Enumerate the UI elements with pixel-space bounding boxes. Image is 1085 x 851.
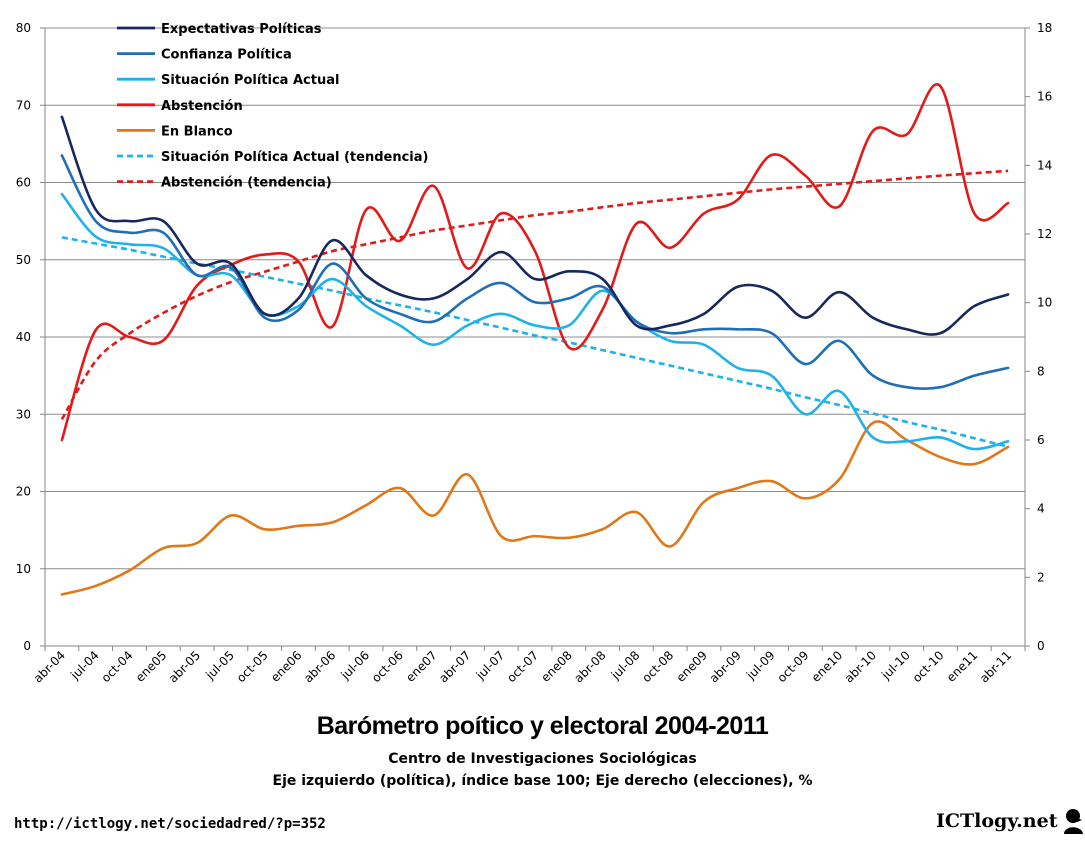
x-tick-label: oct-04 [99, 648, 136, 685]
left-tick-label: 40 [16, 330, 31, 344]
x-tick-label: ene11 [944, 648, 981, 685]
person-silhouette-icon [1064, 809, 1084, 834]
right-tick-label: 14 [1037, 158, 1052, 172]
x-tick-label: ene10 [809, 648, 846, 685]
series-lines [60, 83, 1010, 596]
left-tick-label: 50 [16, 253, 31, 267]
legend-label: Expectativas Políticas [161, 22, 322, 37]
legend-label: Confianza Política [161, 48, 292, 63]
right-tick-label: 8 [1037, 364, 1045, 378]
x-tick-label: abr-09 [707, 648, 744, 685]
series-line-situacion-politica-actual [60, 192, 1010, 451]
left-tick-label: 70 [16, 98, 31, 112]
right-tick-label: 2 [1037, 570, 1045, 584]
legend-label: Situación Política Actual (tendencia) [161, 150, 428, 165]
x-tick-label: oct-06 [369, 648, 406, 685]
grid-lines [45, 27, 1025, 570]
left-tick-label: 0 [23, 639, 31, 653]
right-tick-label: 6 [1037, 433, 1045, 447]
right-tick-label: 4 [1037, 502, 1045, 516]
chart-title: Barómetro poítico y electoral 2004-2011 [316, 712, 769, 740]
x-tick-label: oct-08 [639, 648, 676, 685]
x-tick-label: ene09 [674, 648, 711, 685]
series-line-abstencion-tendencia [60, 169, 1009, 421]
x-tick-label: ene07 [403, 648, 440, 685]
legend-label: Abstención (tendencia) [161, 176, 332, 191]
x-tick-label: jul-10 [878, 648, 913, 683]
x-tick-label: jul-04 [67, 648, 102, 683]
x-tick-label: oct-10 [910, 648, 947, 685]
x-tick-label: abr-06 [301, 648, 338, 685]
x-tick-label: oct-09 [775, 648, 812, 685]
left-tick-label: 20 [16, 485, 31, 499]
axes [40, 27, 1030, 651]
axes-note: Eje izquierdo (política), índice base 10… [272, 773, 813, 789]
left-tick-label: 10 [16, 562, 31, 576]
x-tick-label: jul-05 [202, 648, 237, 683]
series-line-en-blanco [60, 420, 1010, 596]
legend-label: En Blanco [161, 124, 233, 139]
legend-label: Abstención [161, 99, 243, 114]
x-tick-label: jul-08 [608, 648, 643, 683]
left-tick-label: 80 [16, 21, 31, 35]
x-tick-label: ene05 [133, 648, 170, 685]
x-tick-label: abr-04 [31, 648, 68, 685]
left-tick-label: 30 [16, 407, 31, 421]
right-tick-label: 16 [1037, 90, 1052, 104]
series-line-expectativas-politicas [60, 115, 1010, 336]
right-tick-label: 18 [1037, 21, 1052, 35]
right-tick-label: 12 [1037, 227, 1052, 241]
chart-subtitle: Centro de Investigaciones Sociológicas [388, 751, 697, 767]
left-tick-label: 60 [16, 176, 31, 190]
legend: Expectativas Políticas Confianza Política… [117, 22, 428, 191]
series-line-confianza-politica [60, 154, 1010, 390]
brand-logo: ICTlogy.net [936, 806, 1085, 836]
brand-text: ICTlogy.net [936, 810, 1058, 832]
x-tick-label: abr-07 [436, 648, 473, 685]
x-tick-label: jul-07 [473, 648, 508, 683]
x-tick-label: oct-05 [234, 648, 271, 685]
x-tick-label: ene08 [538, 648, 575, 685]
right-tick-label: 0 [1037, 639, 1045, 653]
x-tick-label: jul-06 [338, 648, 373, 683]
x-tick-label: abr-11 [977, 648, 1014, 685]
right-tick-label: 10 [1037, 296, 1052, 310]
series-line-situacion-politica-actual-tendencia [61, 236, 1009, 448]
x-tick-label: abr-08 [571, 648, 608, 685]
x-tick-label: abr-05 [166, 648, 203, 685]
x-tick-label: abr-10 [842, 648, 879, 685]
source-url: http://ictlogy.net/sociedadred/?p=352 [14, 816, 326, 832]
x-tick-label: jul-09 [743, 648, 778, 683]
legend-label: Situación Política Actual [161, 73, 339, 88]
x-tick-label: ene06 [268, 648, 305, 685]
x-tick-label: oct-07 [504, 648, 541, 685]
